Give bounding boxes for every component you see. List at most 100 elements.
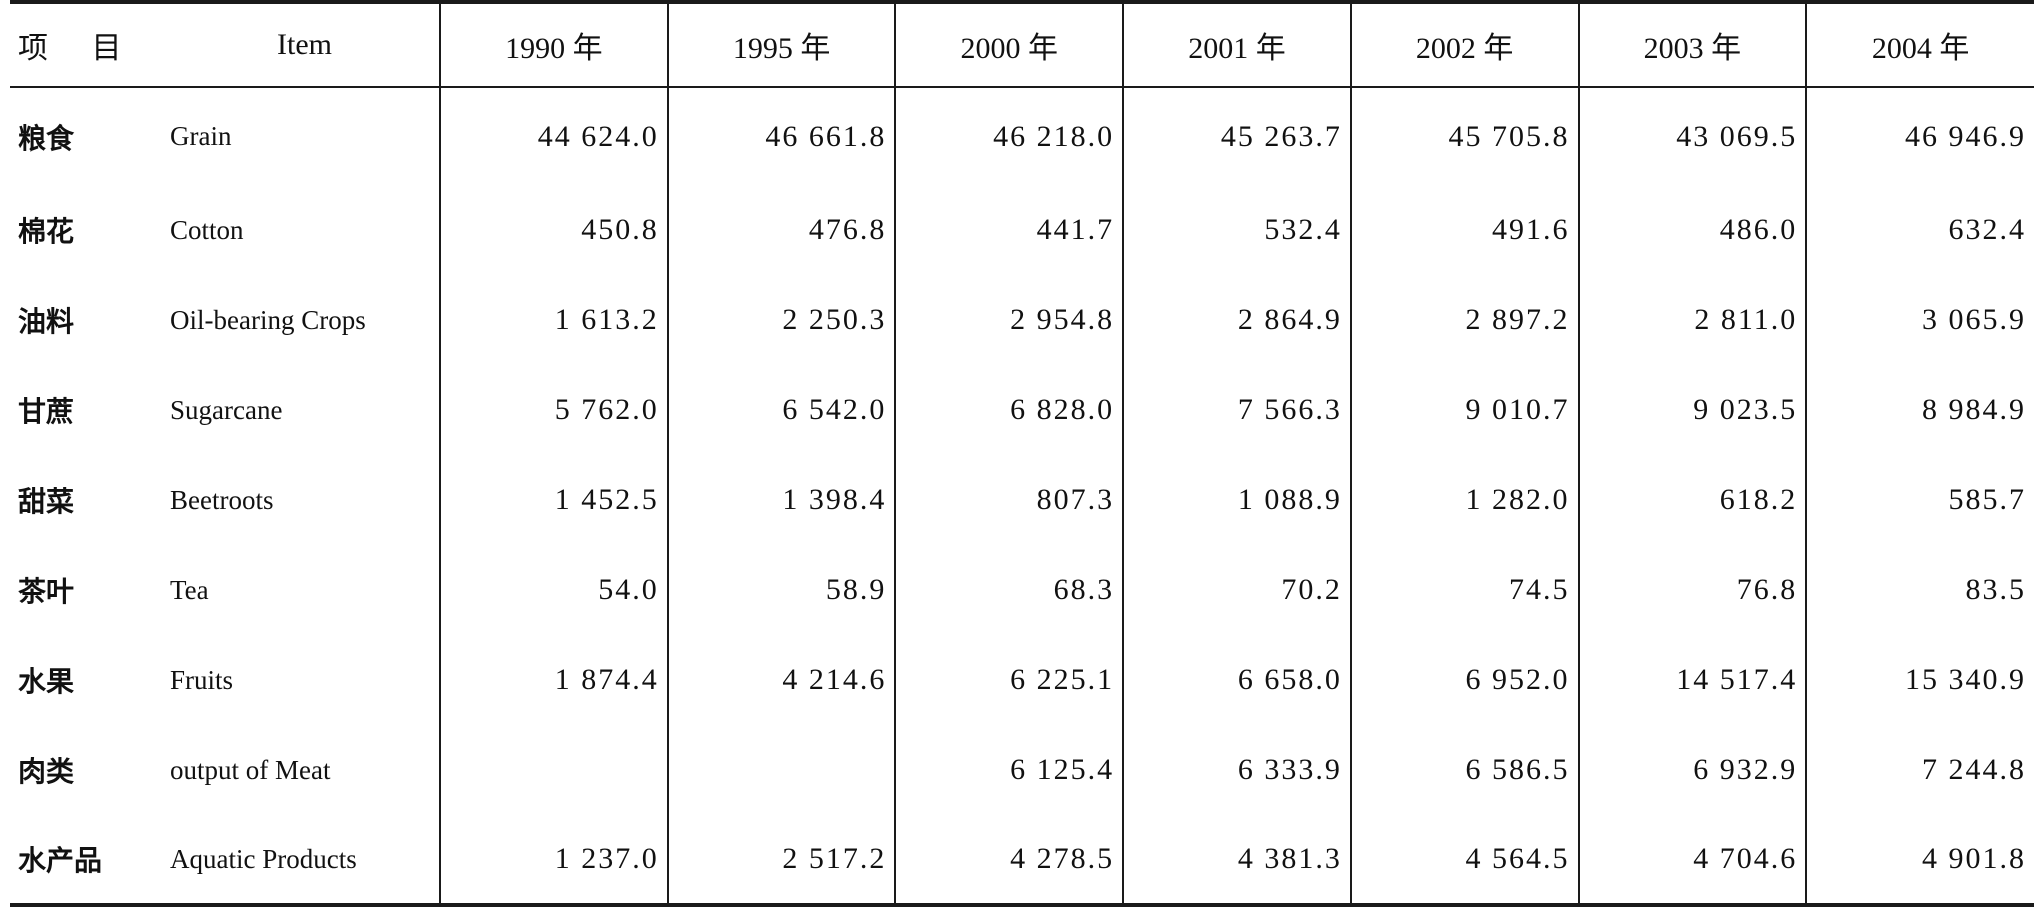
cell-value: 2 250.3 (666, 275, 896, 365)
table-row: 粮食 Grain 44 624.0 46 661.8 46 218.0 45 2… (10, 87, 2034, 185)
row-item-cn: 水果 (18, 665, 75, 698)
cell-value: 476.8 (666, 185, 896, 275)
row-item-en: Cotton (170, 214, 244, 245)
row-item-cn: 水产品 (18, 844, 103, 877)
cell-value: 1 874.4 (439, 635, 668, 725)
row-item-en: Aquatic Products (170, 843, 357, 874)
table-row: 水产品 Aquatic Products 1 237.0 2 517.2 4 2… (10, 815, 2034, 905)
table-row: 甘蔗 Sugarcane 5 762.0 6 542.0 6 828.0 7 5… (10, 365, 2034, 455)
cell-value: 1 398.4 (666, 455, 896, 545)
cell-value: 6 225.1 (894, 635, 1124, 725)
cell-value: 6 125.4 (894, 725, 1124, 815)
cell-value: 14 517.4 (1577, 635, 1807, 725)
header-item-en: Item (170, 0, 441, 88)
table-row: 茶叶 Tea 54.0 58.9 68.3 70.2 74.5 76.8 83.… (10, 545, 2034, 635)
cell-value: 6 333.9 (1122, 725, 1351, 815)
cell-value: 532.4 (1122, 185, 1351, 275)
cell-value: 450.8 (439, 185, 668, 275)
table-row: 水果 Fruits 1 874.4 4 214.6 6 225.1 6 658.… (10, 635, 2034, 725)
header-item-cn: 项 目 (10, 0, 170, 88)
cell-value: 45 705.8 (1349, 87, 1579, 185)
cell-value: 6 658.0 (1122, 635, 1351, 725)
table-row: 甜菜 Beetroots 1 452.5 1 398.4 807.3 1 088… (10, 455, 2034, 545)
row-item-en: Oil-bearing Crops (170, 304, 366, 335)
header-year-1990: 1990 年 (439, 0, 668, 88)
cell-value: 6 586.5 (1349, 725, 1579, 815)
cell-value: 585.7 (1805, 455, 2034, 545)
cell-value: 4 278.5 (894, 815, 1124, 905)
cell-value: 46 661.8 (666, 87, 896, 185)
row-item-en: output of Meat (170, 754, 331, 785)
row-item-en: Sugarcane (170, 394, 283, 425)
cell-value: 1 452.5 (439, 455, 668, 545)
row-item-cn: 棉花 (18, 215, 75, 248)
row-item-cn: 甜菜 (18, 485, 75, 518)
cell-value: 43 069.5 (1577, 87, 1807, 185)
table-body: 粮食 Grain 44 624.0 46 661.8 46 218.0 45 2… (10, 87, 2034, 905)
cell-value: 9 023.5 (1577, 365, 1807, 455)
cell-value: 2 811.0 (1577, 275, 1807, 365)
cell-value: 491.6 (1349, 185, 1579, 275)
header-year-2002: 2002 年 (1349, 0, 1579, 88)
header-year-2001: 2001 年 (1122, 0, 1351, 88)
cell-value: 54.0 (439, 545, 668, 635)
cell-value: 2 517.2 (666, 815, 896, 905)
cell-value: 1 613.2 (439, 275, 668, 365)
table-row: 肉类 output of Meat 6 125.4 6 333.9 6 586.… (10, 725, 2034, 815)
cell-value: 7 566.3 (1122, 365, 1351, 455)
production-table: 项 目 Item 1990 年 1995 年 2000 年 2001 年 200… (10, 0, 2034, 907)
row-item-cn: 茶叶 (18, 575, 75, 608)
cell-value: 74.5 (1349, 545, 1579, 635)
cell-value: 1 088.9 (1122, 455, 1351, 545)
row-item-cn: 油料 (18, 305, 75, 338)
cell-value: 2 897.2 (1349, 275, 1579, 365)
cell-value: 618.2 (1577, 455, 1807, 545)
row-item-en: Fruits (170, 664, 234, 695)
cell-value: 1 237.0 (439, 815, 668, 905)
header-year-2000: 2000 年 (894, 0, 1124, 88)
cell-value (439, 725, 668, 815)
cell-value: 9 010.7 (1349, 365, 1579, 455)
cell-value: 486.0 (1577, 185, 1807, 275)
cell-value: 4 564.5 (1349, 815, 1579, 905)
cell-value: 46 218.0 (894, 87, 1124, 185)
cell-value: 68.3 (894, 545, 1124, 635)
cell-value: 4 214.6 (666, 635, 896, 725)
row-item-en: Beetroots (170, 484, 274, 515)
header-year-2004: 2004 年 (1805, 0, 2034, 88)
cell-value: 15 340.9 (1805, 635, 2034, 725)
cell-value: 4 901.8 (1805, 815, 2034, 905)
cell-value: 7 244.8 (1805, 725, 2034, 815)
cell-value: 807.3 (894, 455, 1124, 545)
cell-value: 6 542.0 (666, 365, 896, 455)
cell-value: 6 932.9 (1577, 725, 1807, 815)
cell-value: 46 946.9 (1805, 87, 2034, 185)
cell-value: 4 704.6 (1577, 815, 1807, 905)
statistics-table-container: 项 目 Item 1990 年 1995 年 2000 年 2001 年 200… (10, 0, 2034, 905)
cell-value: 1 282.0 (1349, 455, 1579, 545)
row-item-cn: 肉类 (18, 755, 75, 788)
table-header-row: 项 目 Item 1990 年 1995 年 2000 年 2001 年 200… (10, 0, 2034, 88)
cell-value: 632.4 (1805, 185, 2034, 275)
row-item-cn: 甘蔗 (18, 395, 75, 428)
table-row: 油料 Oil-bearing Crops 1 613.2 2 250.3 2 9… (10, 275, 2034, 365)
cell-value (666, 725, 896, 815)
cell-value: 76.8 (1577, 545, 1807, 635)
cell-value: 2 864.9 (1122, 275, 1351, 365)
cell-value: 44 624.0 (439, 87, 668, 185)
header-year-1995: 1995 年 (666, 0, 896, 88)
cell-value: 45 263.7 (1122, 87, 1351, 185)
cell-value: 8 984.9 (1805, 365, 2034, 455)
row-item-cn: 粮食 (18, 121, 75, 155)
cell-value: 5 762.0 (439, 365, 668, 455)
row-item-en: Tea (170, 574, 209, 605)
cell-value: 4 381.3 (1122, 815, 1351, 905)
cell-value: 70.2 (1122, 545, 1351, 635)
cell-value: 3 065.9 (1805, 275, 2034, 365)
cell-value: 58.9 (666, 545, 896, 635)
row-item-en: Grain (170, 121, 232, 151)
cell-value: 2 954.8 (894, 275, 1124, 365)
cell-value: 441.7 (894, 185, 1124, 275)
table-row: 棉花 Cotton 450.8 476.8 441.7 532.4 491.6 … (10, 185, 2034, 275)
cell-value: 6 952.0 (1349, 635, 1579, 725)
